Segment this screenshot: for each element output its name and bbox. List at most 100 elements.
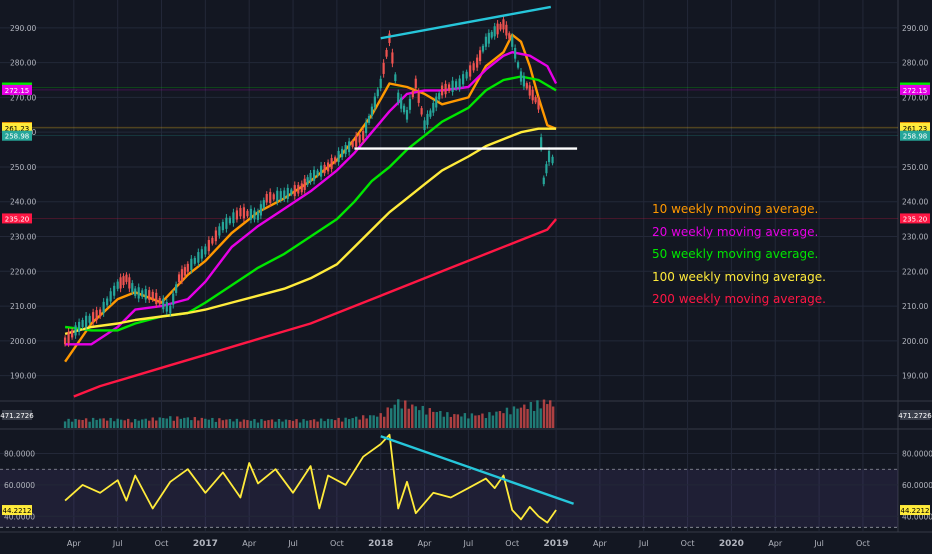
candle-body: [276, 190, 279, 202]
candle-body: [478, 50, 482, 62]
volume-bar: [474, 415, 477, 428]
volume-bar: [102, 418, 105, 428]
volume-bar: [425, 414, 428, 428]
candle-body: [405, 110, 409, 120]
volume-bar: [305, 420, 309, 428]
volume-bar: [263, 420, 267, 428]
candle-body: [551, 156, 554, 164]
candle-body: [165, 301, 168, 312]
candle-body: [423, 120, 426, 131]
volume-bar: [516, 408, 519, 428]
candle-body: [438, 93, 441, 100]
volume-bar: [509, 414, 512, 428]
candle-body: [373, 96, 376, 108]
candle-body: [197, 252, 200, 263]
price-badge-label: 258.98: [5, 133, 30, 141]
candle-body: [444, 83, 447, 95]
candle-body: [180, 269, 184, 281]
candle-body: [330, 158, 333, 169]
volume-bar: [116, 418, 119, 428]
candle-body: [440, 85, 444, 96]
candle-body: [408, 98, 412, 110]
candle-body: [385, 49, 388, 57]
x-tick-label: Jul: [287, 539, 298, 548]
price-badge-label: 261.23: [5, 125, 30, 133]
x-tick-label: Apr: [768, 539, 783, 548]
volume-bar: [112, 421, 116, 428]
y-tick-label: 230.00: [902, 233, 928, 242]
volume-bar: [323, 421, 326, 428]
candle-body: [525, 83, 528, 89]
candle-body: [367, 115, 371, 123]
volume-bar: [270, 419, 274, 428]
candle-body: [177, 274, 181, 283]
volume-bar: [467, 418, 470, 428]
y-tick-label-left: 190.00: [10, 372, 36, 381]
volume-bar: [312, 419, 316, 428]
x-tick-label: Oct: [856, 539, 870, 548]
candle-body: [476, 57, 479, 68]
legend-ma20: 20 weekly moving average.: [652, 224, 819, 239]
candle-body: [204, 246, 207, 255]
candle-body: [290, 189, 293, 195]
x-tick-label: Oct: [155, 539, 169, 548]
candle-body: [499, 23, 502, 30]
volume-bar: [63, 421, 67, 428]
volume-bar: [484, 418, 488, 428]
volume-bar: [344, 417, 347, 428]
candle-body: [394, 74, 397, 81]
volume-bar: [546, 404, 549, 428]
candle-body: [186, 263, 189, 272]
candle-body: [355, 135, 358, 147]
candle-body: [207, 239, 210, 252]
series-lines: [63, 5, 578, 398]
x-tick-label: Apr: [242, 539, 257, 548]
candle-body: [426, 113, 429, 125]
candle-body: [102, 301, 105, 314]
ma-line: [64, 33, 557, 363]
candle-body: [505, 24, 508, 36]
volume-bar: [288, 419, 291, 428]
price-badge: [900, 213, 930, 224]
candle-body: [128, 277, 131, 289]
candle-body: [228, 217, 232, 224]
volume-badge: [900, 410, 930, 420]
candle-body: [312, 169, 316, 181]
candle-body: [193, 257, 196, 264]
volume-bar: [193, 417, 197, 428]
volume-bar: [379, 413, 382, 428]
candle-body: [344, 145, 347, 155]
candle-body: [531, 89, 534, 101]
volume-bar: [242, 419, 246, 428]
candle-body: [249, 208, 253, 220]
volume-bar: [211, 417, 214, 428]
oscillator-panel: 80.0000 80.0000 60.0000 60.0000 40.0000 40.00…: [0, 433, 932, 528]
candle-body: [300, 183, 303, 193]
candle-body: [414, 78, 417, 89]
y-tick-label-left: 200.00: [10, 337, 36, 346]
price-badge: [2, 122, 32, 133]
volume-bar: [200, 417, 204, 428]
volume-bar: [298, 422, 302, 428]
candle-body: [323, 164, 326, 174]
volume-bar: [274, 421, 277, 428]
volume-bar: [137, 420, 140, 428]
volume-bar: [183, 417, 186, 428]
volume-bar: [81, 419, 84, 428]
volume-bar: [239, 421, 242, 428]
candle-body: [293, 185, 296, 197]
candle-body: [272, 194, 275, 200]
candle-body: [232, 212, 235, 224]
volume-badge: [2, 410, 32, 420]
volume-bar: [333, 420, 337, 428]
volume-bar: [463, 413, 467, 428]
volume-bar: [207, 419, 211, 428]
price-badge: [900, 130, 930, 141]
candle-body: [116, 281, 119, 289]
volume-bar: [169, 416, 172, 428]
price-badge-label: 272.15: [903, 87, 928, 95]
candle-body: [134, 288, 137, 296]
price-badge: [2, 130, 32, 141]
